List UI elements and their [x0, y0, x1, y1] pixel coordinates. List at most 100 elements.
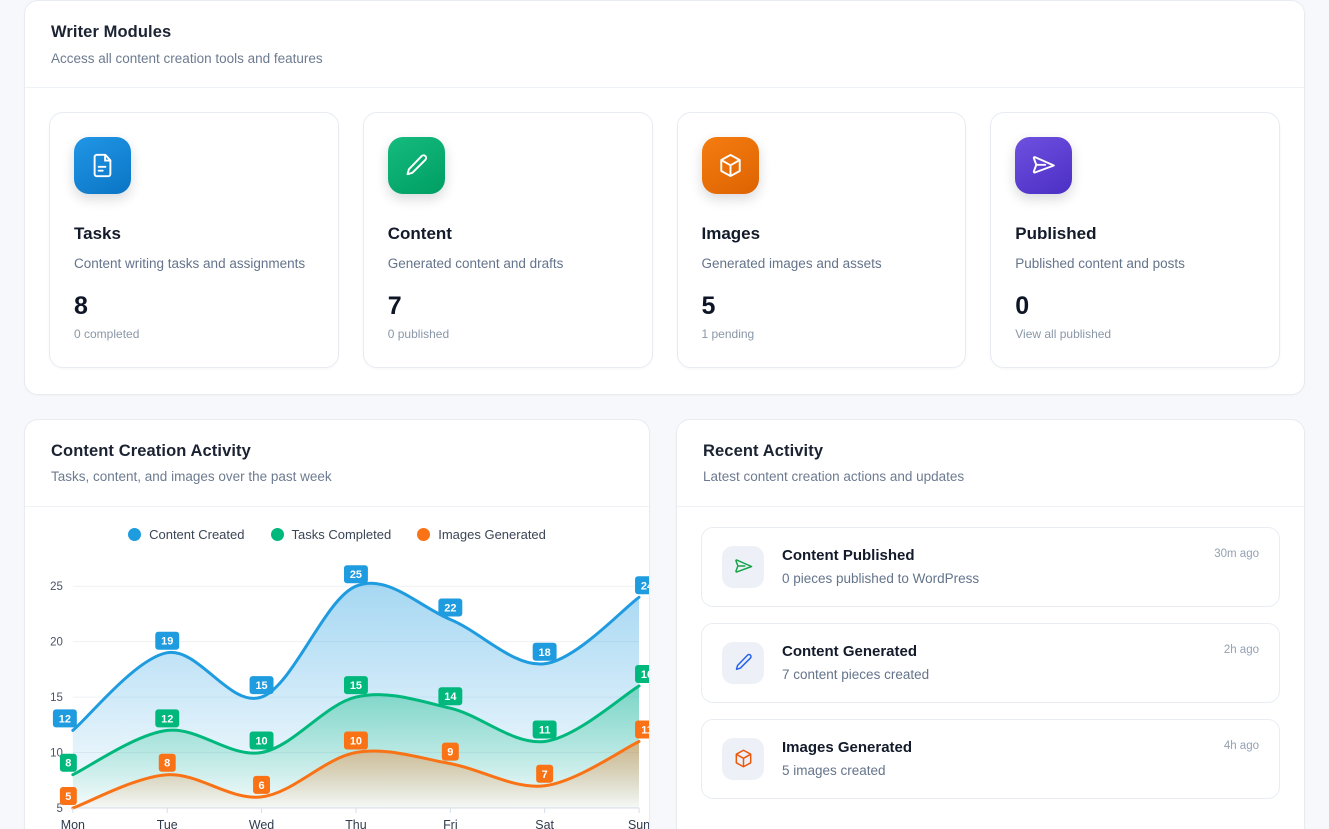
module-meta: 0 published: [387, 326, 450, 341]
svg-text:12: 12: [161, 713, 173, 725]
module-meta: View all published: [1015, 326, 1112, 341]
send-plane-icon-tile: [722, 545, 764, 588]
activity-text: Content Generated 7 content pieces create…: [782, 643, 1206, 682]
module-card-images[interactable]: Images Generated images and assets 5 1 pend…: [676, 112, 967, 368]
data-label-2-6: 11: [635, 720, 649, 739]
send-plane-icon-tile: [1015, 137, 1073, 195]
module-name: Images: [701, 224, 761, 244]
module-card-content[interactable]: Content Generated content and drafts 7 0 pu…: [362, 112, 653, 368]
page-subtitle: Access all content creation tools and fe…: [51, 50, 323, 66]
svg-text:20: 20: [50, 636, 63, 648]
module-description: Content writing tasks and assignments: [74, 256, 306, 272]
send-plane-icon: [734, 559, 752, 574]
legend-label: Images Generated: [438, 526, 546, 542]
legend-label: Content Created: [149, 526, 245, 542]
series-line-0: [71, 581, 641, 732]
module-card-tasks[interactable]: Tasks Content writing tasks and assignmen…: [49, 112, 339, 368]
svg-text:9: 9: [447, 746, 453, 758]
activity-title: Content Published: [782, 547, 915, 565]
svg-text:18: 18: [539, 647, 551, 659]
svg-text:14: 14: [444, 691, 457, 703]
data-label-2-3: 10: [343, 731, 368, 750]
svg-text:7: 7: [542, 769, 548, 781]
data-label-0-3: 25: [343, 565, 368, 584]
chart-plot-area: 5 10 15 20 25 Mon Tue Wed Thu Fri Sat Sun 12 19 15 25 22…: [25, 546, 649, 829]
svg-text:11: 11: [641, 724, 649, 736]
data-label-2-2: 6: [253, 775, 271, 794]
svg-text:10: 10: [350, 735, 362, 747]
box-package-icon-tile: [722, 737, 764, 780]
box-package-icon-tile: [701, 137, 759, 195]
pencil-edit-icon-tile: [387, 137, 445, 195]
svg-text:15: 15: [50, 692, 63, 704]
module-card-published[interactable]: Published Published content and posts 0 Vie…: [990, 112, 1280, 368]
data-label-0-6: 24: [635, 576, 649, 595]
data-label-0-5: 18: [532, 642, 557, 661]
writer-modules-panel: Writer Modules Access all content creati…: [24, 0, 1305, 395]
legend-item-tasks-completed[interactable]: Tasks Completed: [270, 527, 391, 542]
svg-text:19: 19: [161, 636, 173, 648]
page-title: Writer Modules: [51, 23, 172, 41]
recent-activity-title: Recent Activity: [703, 441, 824, 460]
activity-description: 0 pieces published to WordPress: [782, 571, 980, 587]
recent-activity-subtitle: Latest content creation actions and upda…: [703, 469, 965, 485]
svg-text:5: 5: [65, 791, 71, 803]
send-plane-icon: [1033, 156, 1056, 174]
svg-text:24: 24: [641, 580, 649, 592]
area-fill-2: [72, 741, 640, 808]
svg-text:15: 15: [255, 680, 267, 692]
data-label-0-0: 12: [52, 709, 77, 728]
data-label-0-2: 15: [249, 676, 274, 695]
writer-modules-header: Writer Modules Access all content creati…: [25, 1, 1304, 89]
activity-timestamp: 30m ago: [1214, 547, 1259, 560]
svg-text:16: 16: [641, 669, 649, 681]
data-label-1-6: 16: [635, 664, 649, 683]
activity-description: 5 images created: [782, 763, 886, 779]
module-description: Published content and posts: [1015, 256, 1185, 272]
chart-header: Content Creation Activity Tasks, content…: [25, 420, 649, 507]
svg-text:25: 25: [350, 569, 362, 581]
module-name: Tasks: [74, 224, 121, 244]
x-tick-label: Sat: [535, 818, 554, 829]
activity-text: Images Generated 5 images created: [782, 739, 1206, 778]
data-label-1-0: 8: [59, 753, 77, 772]
pencil-edit-icon: [406, 154, 427, 176]
recent-activity-panel: Recent Activity Latest content creation …: [676, 418, 1305, 829]
svg-text:8: 8: [65, 758, 71, 770]
svg-text:12: 12: [59, 713, 71, 725]
file-document-icon: [93, 154, 112, 178]
data-label-2-4: 9: [441, 742, 459, 761]
module-meta: 1 pending: [701, 326, 755, 341]
activity-timestamp: 2h ago: [1223, 643, 1259, 656]
activity-title: Content Generated: [782, 643, 918, 661]
svg-text:11: 11: [539, 724, 551, 736]
svg-text:8: 8: [164, 758, 170, 770]
module-name: Published: [1015, 224, 1097, 244]
activity-item[interactable]: Images Generated 5 images created 4h ago: [701, 718, 1280, 799]
module-description: Generated content and drafts: [387, 256, 564, 272]
pencil-edit-icon: [735, 654, 752, 671]
activity-item[interactable]: Content Generated 7 content pieces create…: [701, 622, 1280, 703]
svg-text:10: 10: [50, 747, 63, 759]
data-label-1-4: 14: [438, 687, 463, 706]
box-package-icon: [719, 154, 741, 178]
activity-list: Content Published 0 pieces published to W…: [677, 507, 1304, 823]
x-tick-label: Wed: [249, 818, 274, 829]
legend-item-content-created[interactable]: Content Created: [128, 526, 245, 542]
svg-text:10: 10: [255, 735, 267, 747]
content-creation-activity-panel: Content Creation Activity Tasks, content…: [24, 418, 650, 829]
legend-item-images-generated[interactable]: Images Generated: [417, 527, 546, 542]
activity-timestamp: 4h ago: [1223, 739, 1259, 752]
x-tick-label: Mon: [61, 818, 85, 829]
activity-area-chart[interactable]: 5 10 15 20 25 Mon Tue Wed Thu Fri Sat Sun 12 19 15 25 22…: [25, 546, 649, 829]
svg-text:15: 15: [350, 680, 362, 692]
file-document-icon-tile: [74, 137, 131, 195]
chart-title: Content Creation Activity: [51, 441, 251, 460]
bottom-row: Content Creation Activity Tasks, content…: [24, 418, 1305, 829]
data-label-0-4: 22: [438, 598, 463, 617]
activity-item[interactable]: Content Published 0 pieces published to W…: [701, 526, 1280, 607]
activity-text: Content Published 0 pieces published to W…: [782, 547, 1196, 586]
legend-color-dot: [128, 527, 142, 541]
data-label-1-2: 10: [249, 731, 274, 750]
